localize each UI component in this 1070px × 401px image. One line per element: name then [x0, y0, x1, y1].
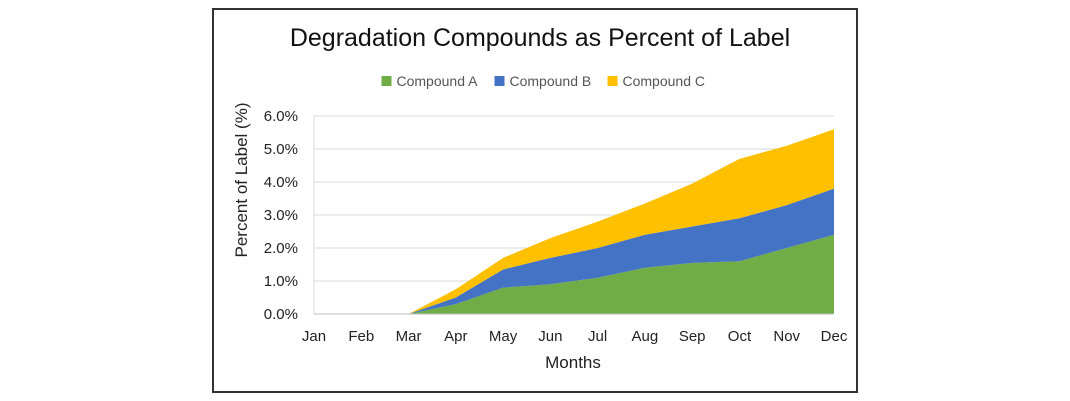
chart-title: Degradation Compounds as Percent of Labe… [290, 24, 790, 52]
area-compound-c [314, 129, 834, 314]
x-tick-label: Aug [632, 328, 659, 345]
x-tick-label: Feb [348, 328, 374, 345]
y-tick-label: 0.0% [264, 306, 298, 323]
y-tick-label: 5.0% [264, 141, 298, 158]
x-tick-label: Jan [302, 328, 326, 345]
y-axis-title: Percent of Label (%) [232, 103, 251, 258]
y-tick-label: 6.0% [264, 108, 298, 125]
y-tick-label: 1.0% [264, 273, 298, 290]
legend-label-compound-c: Compound C [623, 73, 706, 89]
y-tick-label: 3.0% [264, 207, 298, 224]
axes: 0.0% 1.0% 2.0% 3.0% 4.0% 5.0% 6.0% Jan Feb Mar Apr… [264, 108, 848, 345]
y-tick-label: 2.0% [264, 240, 298, 257]
legend-swatch-compound-a [381, 76, 392, 86]
x-tick-label: Oct [728, 328, 752, 345]
area-compound-b [314, 188, 834, 314]
legend-label-compound-b: Compound B [510, 73, 592, 89]
area-compound-a [314, 234, 834, 314]
x-tick-label: Jun [538, 328, 562, 345]
x-tick-label: Sep [679, 328, 706, 345]
x-tick-label: Mar [396, 328, 422, 345]
x-tick-label: Dec [821, 328, 848, 345]
legend: Compound A Compound B Compound C [381, 73, 706, 89]
x-tick-label: May [489, 328, 518, 345]
legend-label-compound-a: Compound A [397, 73, 479, 89]
y-tick-label: 4.0% [264, 174, 298, 191]
legend-swatch-compound-b [494, 76, 505, 86]
area-series [314, 129, 834, 314]
x-axis-title: Months [545, 353, 601, 372]
x-tick-label: Jul [588, 328, 607, 345]
legend-swatch-compound-c [607, 76, 618, 86]
x-tick-label: Apr [444, 328, 467, 345]
x-tick-label: Nov [773, 328, 800, 345]
